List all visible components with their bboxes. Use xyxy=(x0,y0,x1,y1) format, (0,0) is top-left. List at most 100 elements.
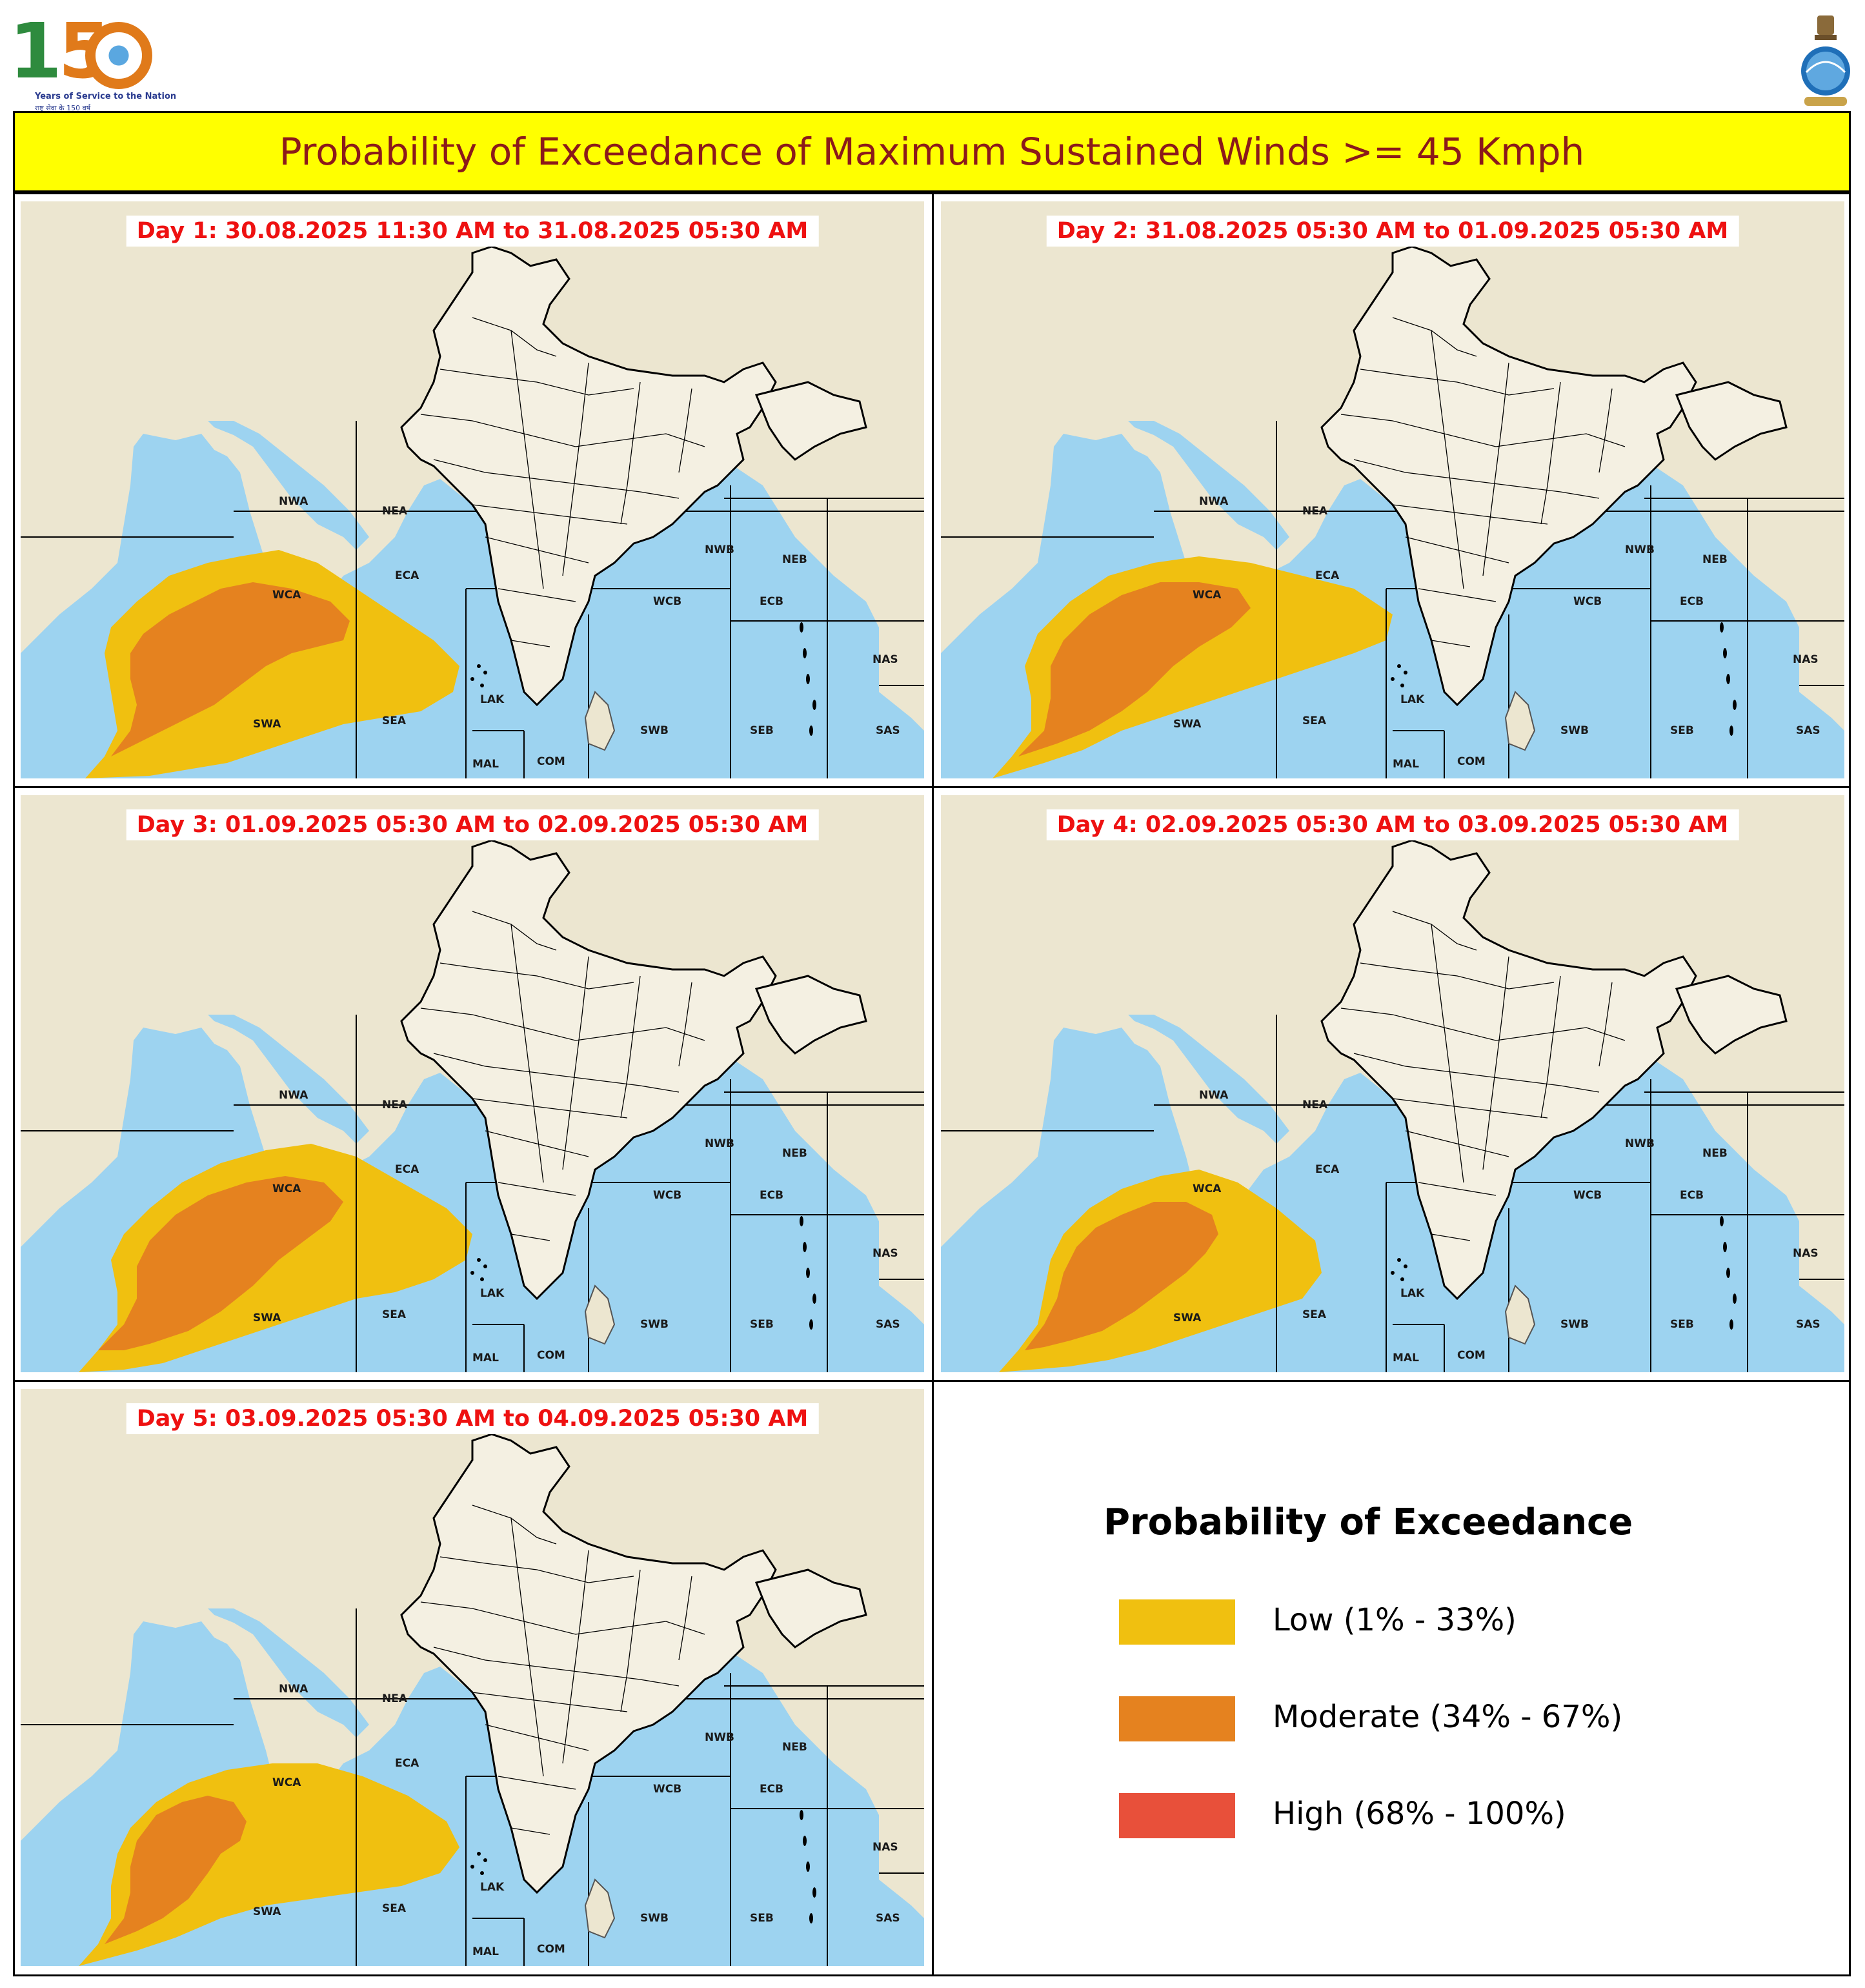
state-boundaries xyxy=(420,1505,705,1835)
region-label-neb: NEB xyxy=(782,1147,807,1160)
andaman-island xyxy=(800,1810,803,1820)
region-label-sas: SAS xyxy=(1796,1318,1820,1331)
region-label-nas: NAS xyxy=(872,1247,898,1260)
region-label-sas: SAS xyxy=(876,724,900,737)
gulf-area xyxy=(208,421,369,550)
logo-tagline-hindi: राष्ट्र सेवा के 150 वर्ष xyxy=(35,104,91,112)
gulf-area xyxy=(1128,421,1289,550)
region-label-neb: NEB xyxy=(782,1741,807,1754)
lakshadweep-island xyxy=(1400,684,1404,687)
region-label-com: COM xyxy=(1457,755,1486,768)
lakshadweep-island xyxy=(470,677,474,681)
day-label: Day 1: 30.08.2025 11:30 AM to 31.08.2025… xyxy=(126,216,819,247)
region-label-seb: SEB xyxy=(750,724,774,737)
region-label-sea: SEA xyxy=(382,1308,407,1321)
andaman-island xyxy=(1726,674,1730,684)
india-outline xyxy=(1320,245,1697,707)
region-label-mal: MAL xyxy=(1393,1352,1419,1364)
andaman-island xyxy=(812,1887,816,1898)
region-label-lak: LAK xyxy=(480,693,505,706)
lakshadweep-island xyxy=(483,671,487,674)
region-label-wcb: WCB xyxy=(1573,1189,1602,1202)
region-label-nea: NEA xyxy=(382,1692,407,1705)
region-label-wcb: WCB xyxy=(1573,595,1602,608)
day-label: Day 2: 31.08.2025 05:30 AM to 01.09.2025… xyxy=(1046,216,1739,247)
day-label: Day 5: 03.09.2025 05:30 AM to 04.09.2025… xyxy=(126,1403,819,1434)
grid-divider-vertical xyxy=(932,192,934,1976)
region-label-nea: NEA xyxy=(382,505,407,518)
map-canvas xyxy=(21,1389,924,1966)
legend-label-high: High (68% - 100%) xyxy=(1273,1796,1566,1832)
lakshadweep-island xyxy=(480,684,484,687)
forecast-map-day-5: Day 5: 03.09.2025 05:30 AM to 04.09.2025… xyxy=(21,1389,924,1966)
andaman-island xyxy=(1733,1293,1737,1304)
region-label-wca: WCA xyxy=(272,1182,301,1195)
sri-lanka-outline xyxy=(1504,1284,1536,1345)
lakshadweep-island xyxy=(1391,1271,1395,1275)
logo-tagline: Years of Service to the Nation xyxy=(35,92,177,101)
region-label-wca: WCA xyxy=(1193,1182,1222,1195)
region-label-sea: SEA xyxy=(1302,715,1327,727)
andaman-island xyxy=(1720,622,1724,633)
forecast-map-day-2: Day 2: 31.08.2025 05:30 AM to 01.09.2025… xyxy=(941,201,1844,778)
northeast-india-outline xyxy=(754,975,867,1055)
region-label-seb: SEB xyxy=(750,1912,774,1925)
india-outline xyxy=(400,245,777,707)
andaman-island xyxy=(1733,700,1737,710)
probability-moderate-contour xyxy=(1018,582,1251,756)
page-title-banner: Probability of Exceedance of Maximum Sus… xyxy=(13,111,1851,192)
state-boundaries xyxy=(1340,317,1626,647)
region-label-eca: ECA xyxy=(395,1757,419,1770)
region-label-nwb: NWB xyxy=(705,1731,734,1744)
northeast-india-outline xyxy=(754,381,867,461)
region-label-sea: SEA xyxy=(1302,1308,1327,1321)
region-label-ecb: ECB xyxy=(760,595,784,608)
lakshadweep-island xyxy=(1404,671,1407,674)
region-label-nwa: NWA xyxy=(1199,1089,1229,1102)
sri-lanka-outline xyxy=(584,1878,616,1939)
logo-digit-1: 1 xyxy=(9,6,62,96)
region-label-nea: NEA xyxy=(1302,505,1327,518)
gulf-area xyxy=(1128,1015,1289,1144)
gulf-area xyxy=(208,1608,369,1738)
andaman-island xyxy=(806,674,810,684)
andaman-island xyxy=(1729,725,1733,736)
lakshadweep-island xyxy=(477,1258,481,1262)
region-label-wcb: WCB xyxy=(653,1783,682,1796)
region-label-mal: MAL xyxy=(472,1945,499,1958)
andaman-island xyxy=(812,1293,816,1304)
forecast-map-day-1: Day 1: 30.08.2025 11:30 AM to 31.08.2025… xyxy=(21,201,924,778)
lakshadweep-island xyxy=(477,664,481,668)
region-label-swb: SWB xyxy=(1560,724,1589,737)
region-label-nwb: NWB xyxy=(705,1137,734,1150)
lakshadweep-island xyxy=(1397,1258,1401,1262)
andaman-island xyxy=(803,648,807,658)
region-label-ecb: ECB xyxy=(760,1189,784,1202)
region-label-eca: ECA xyxy=(1315,569,1340,582)
region-label-ecb: ECB xyxy=(1680,595,1704,608)
map-canvas xyxy=(941,795,1844,1372)
region-label-com: COM xyxy=(537,755,565,768)
india-outline xyxy=(400,839,777,1301)
grid-divider-row1 xyxy=(13,786,1851,788)
region-label-neb: NEB xyxy=(1702,1147,1728,1160)
state-boundaries xyxy=(1340,911,1626,1241)
legend-swatch-moderate xyxy=(1119,1696,1235,1741)
region-label-eca: ECA xyxy=(395,1163,419,1176)
imd-emblem-icon xyxy=(1798,13,1853,110)
logo-ring-icon xyxy=(85,22,152,89)
probability-moderate-contour xyxy=(98,1176,343,1350)
page-title: Probability of Exceedance of Maximum Sus… xyxy=(279,130,1585,174)
region-label-sas: SAS xyxy=(1796,724,1820,737)
region-label-swb: SWB xyxy=(640,1912,669,1925)
region-label-swa: SWA xyxy=(1173,1312,1202,1324)
region-label-swb: SWB xyxy=(640,724,669,737)
andaman-island xyxy=(809,1319,813,1330)
region-label-eca: ECA xyxy=(1315,1163,1340,1176)
forecast-map-day-3: Day 3: 01.09.2025 05:30 AM to 02.09.2025… xyxy=(21,795,924,1372)
forecast-map-day-4: Day 4: 02.09.2025 05:30 AM to 03.09.2025… xyxy=(941,795,1844,1372)
region-label-seb: SEB xyxy=(750,1318,774,1331)
andaman-island xyxy=(809,725,813,736)
grid-divider-row2 xyxy=(13,1380,1851,1382)
northeast-india-outline xyxy=(1675,381,1788,461)
